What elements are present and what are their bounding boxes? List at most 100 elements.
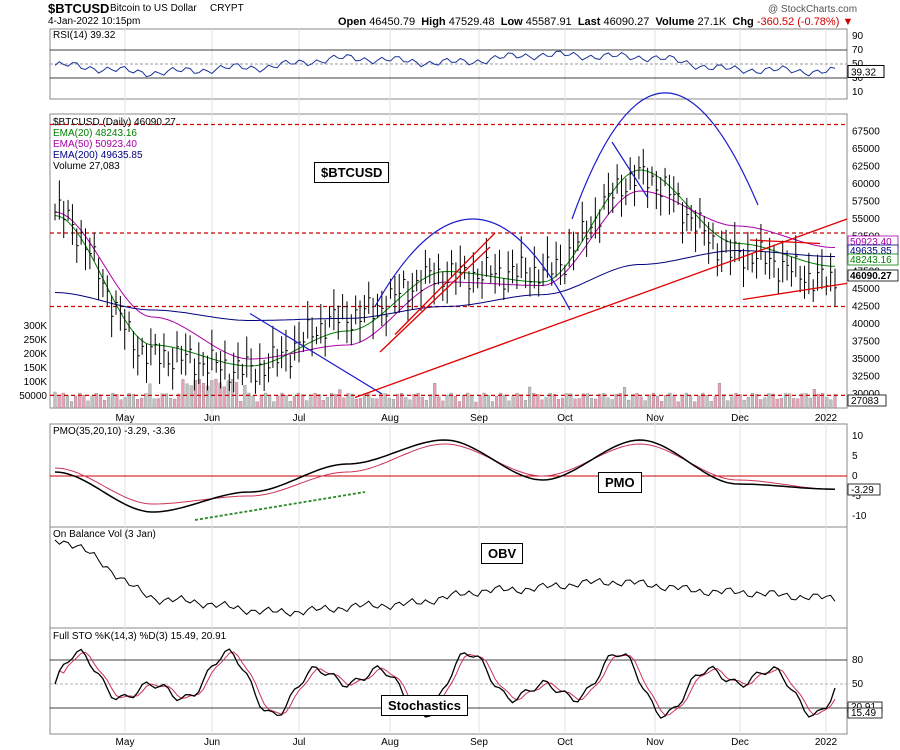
pmo-divergence-line [194, 491, 366, 521]
volume-bar [540, 399, 544, 409]
volume-bar [214, 379, 218, 409]
pmo-series [50, 439, 847, 521]
volume-bar [210, 380, 214, 409]
sto-tick-label: 80 [852, 655, 864, 666]
volume-bar [833, 394, 837, 409]
volume-bar [395, 393, 400, 409]
volume-bar [437, 396, 441, 409]
sto-legend: Full STO %K(14,3) %D(3) 15.49, 20.91 [53, 631, 227, 642]
volume-bar [697, 395, 701, 409]
volume-tick-label: 100K [24, 377, 48, 388]
sto-k-label: 15.49 [851, 708, 876, 719]
volume-bar [247, 392, 251, 409]
volume-bar [429, 394, 433, 409]
volume-bar [416, 393, 420, 409]
volume-bar [668, 392, 672, 409]
volume-bar [577, 398, 581, 409]
rsi-tick-label: 70 [852, 45, 864, 56]
volume-bar [230, 378, 235, 409]
price-tick-label: 35000 [852, 354, 880, 365]
volume-bar [123, 397, 127, 409]
volume-legend: Volume 27,083 [53, 161, 120, 172]
volume-bar [775, 398, 779, 409]
volume-bar [296, 392, 301, 409]
volume-bar [346, 393, 350, 409]
volume-bar [193, 380, 197, 409]
volume-bar [197, 379, 201, 409]
obv-panel [49, 526, 848, 629]
month-label-price: Dec [731, 413, 749, 424]
volume-bar [420, 396, 424, 409]
red-trendline [742, 282, 848, 301]
sto-k-line [54, 648, 836, 719]
month-label-price: Sep [470, 413, 488, 424]
volume-bar [102, 400, 107, 409]
volume-bar [441, 400, 445, 409]
volume-bar [160, 393, 164, 409]
volume-bar [651, 392, 655, 409]
volume-bar [181, 379, 185, 409]
volume-bar [503, 394, 507, 409]
volume-tick-label: 250K [24, 335, 48, 346]
volume-bar [424, 400, 428, 409]
ema20-line [54, 169, 836, 367]
volume-bar [767, 393, 771, 409]
volume-bar [556, 399, 561, 409]
volume-bar [173, 398, 177, 409]
volume-bar [226, 380, 230, 409]
volume-bar [693, 401, 697, 409]
price-tick-label: 65000 [852, 144, 880, 155]
volume-bar [684, 392, 688, 409]
volume-bar [111, 393, 115, 409]
volume-bar [709, 401, 713, 409]
volume-bar [730, 396, 734, 409]
ohlc-row: Open 46450.79 High 47529.48 Low 45587.91… [338, 16, 853, 28]
volume-bar [490, 401, 495, 409]
volume-bar [486, 395, 490, 409]
volume-bar [808, 397, 812, 409]
volume-bar [367, 393, 371, 409]
volume-bar [292, 396, 296, 409]
volume-bar [74, 395, 78, 409]
volume-bar [755, 394, 759, 409]
volume-bar [358, 398, 362, 409]
volume-bar [746, 397, 750, 409]
price-tick-label: 55000 [852, 214, 880, 225]
volume-bar [375, 398, 379, 409]
volume-bar [462, 395, 466, 409]
volume-bar [515, 392, 519, 409]
volume-bar [98, 394, 102, 409]
volume-bar [61, 392, 65, 409]
volume-bar [812, 389, 816, 409]
volume-bar [466, 392, 470, 409]
blue-trendline [249, 312, 383, 395]
sto-k-box [847, 707, 883, 719]
volume-bar [614, 394, 618, 409]
volume-bar [263, 392, 268, 409]
volume-bar [391, 399, 395, 409]
volume-bar [239, 401, 243, 409]
volume-bar [321, 399, 325, 409]
month-label-bottom: Sep [470, 737, 488, 748]
month-label-price: Jun [204, 413, 220, 424]
volume-bar [594, 398, 598, 409]
last-label: Last [577, 16, 601, 28]
volume-bar [135, 399, 140, 409]
volume-bar [680, 395, 684, 409]
rsi-last-label: 39.32 [851, 67, 876, 78]
volume-bar [734, 393, 738, 409]
volume-bar [301, 394, 305, 409]
volume-bar [499, 392, 503, 409]
last-value: 46090.27 [603, 16, 650, 28]
month-label-bottom: 2022 [815, 737, 838, 748]
volume-bar [606, 397, 610, 409]
price-tick-label: 42500 [852, 302, 880, 313]
volume-bar [660, 401, 664, 409]
volume-bar [643, 400, 647, 409]
price-value-box [847, 253, 899, 266]
price-panel [49, 113, 848, 409]
open-value: 46450.79 [369, 16, 416, 28]
pmo-tick-label: 10 [852, 431, 864, 442]
pmo-last-label: -3.29 [851, 485, 874, 496]
